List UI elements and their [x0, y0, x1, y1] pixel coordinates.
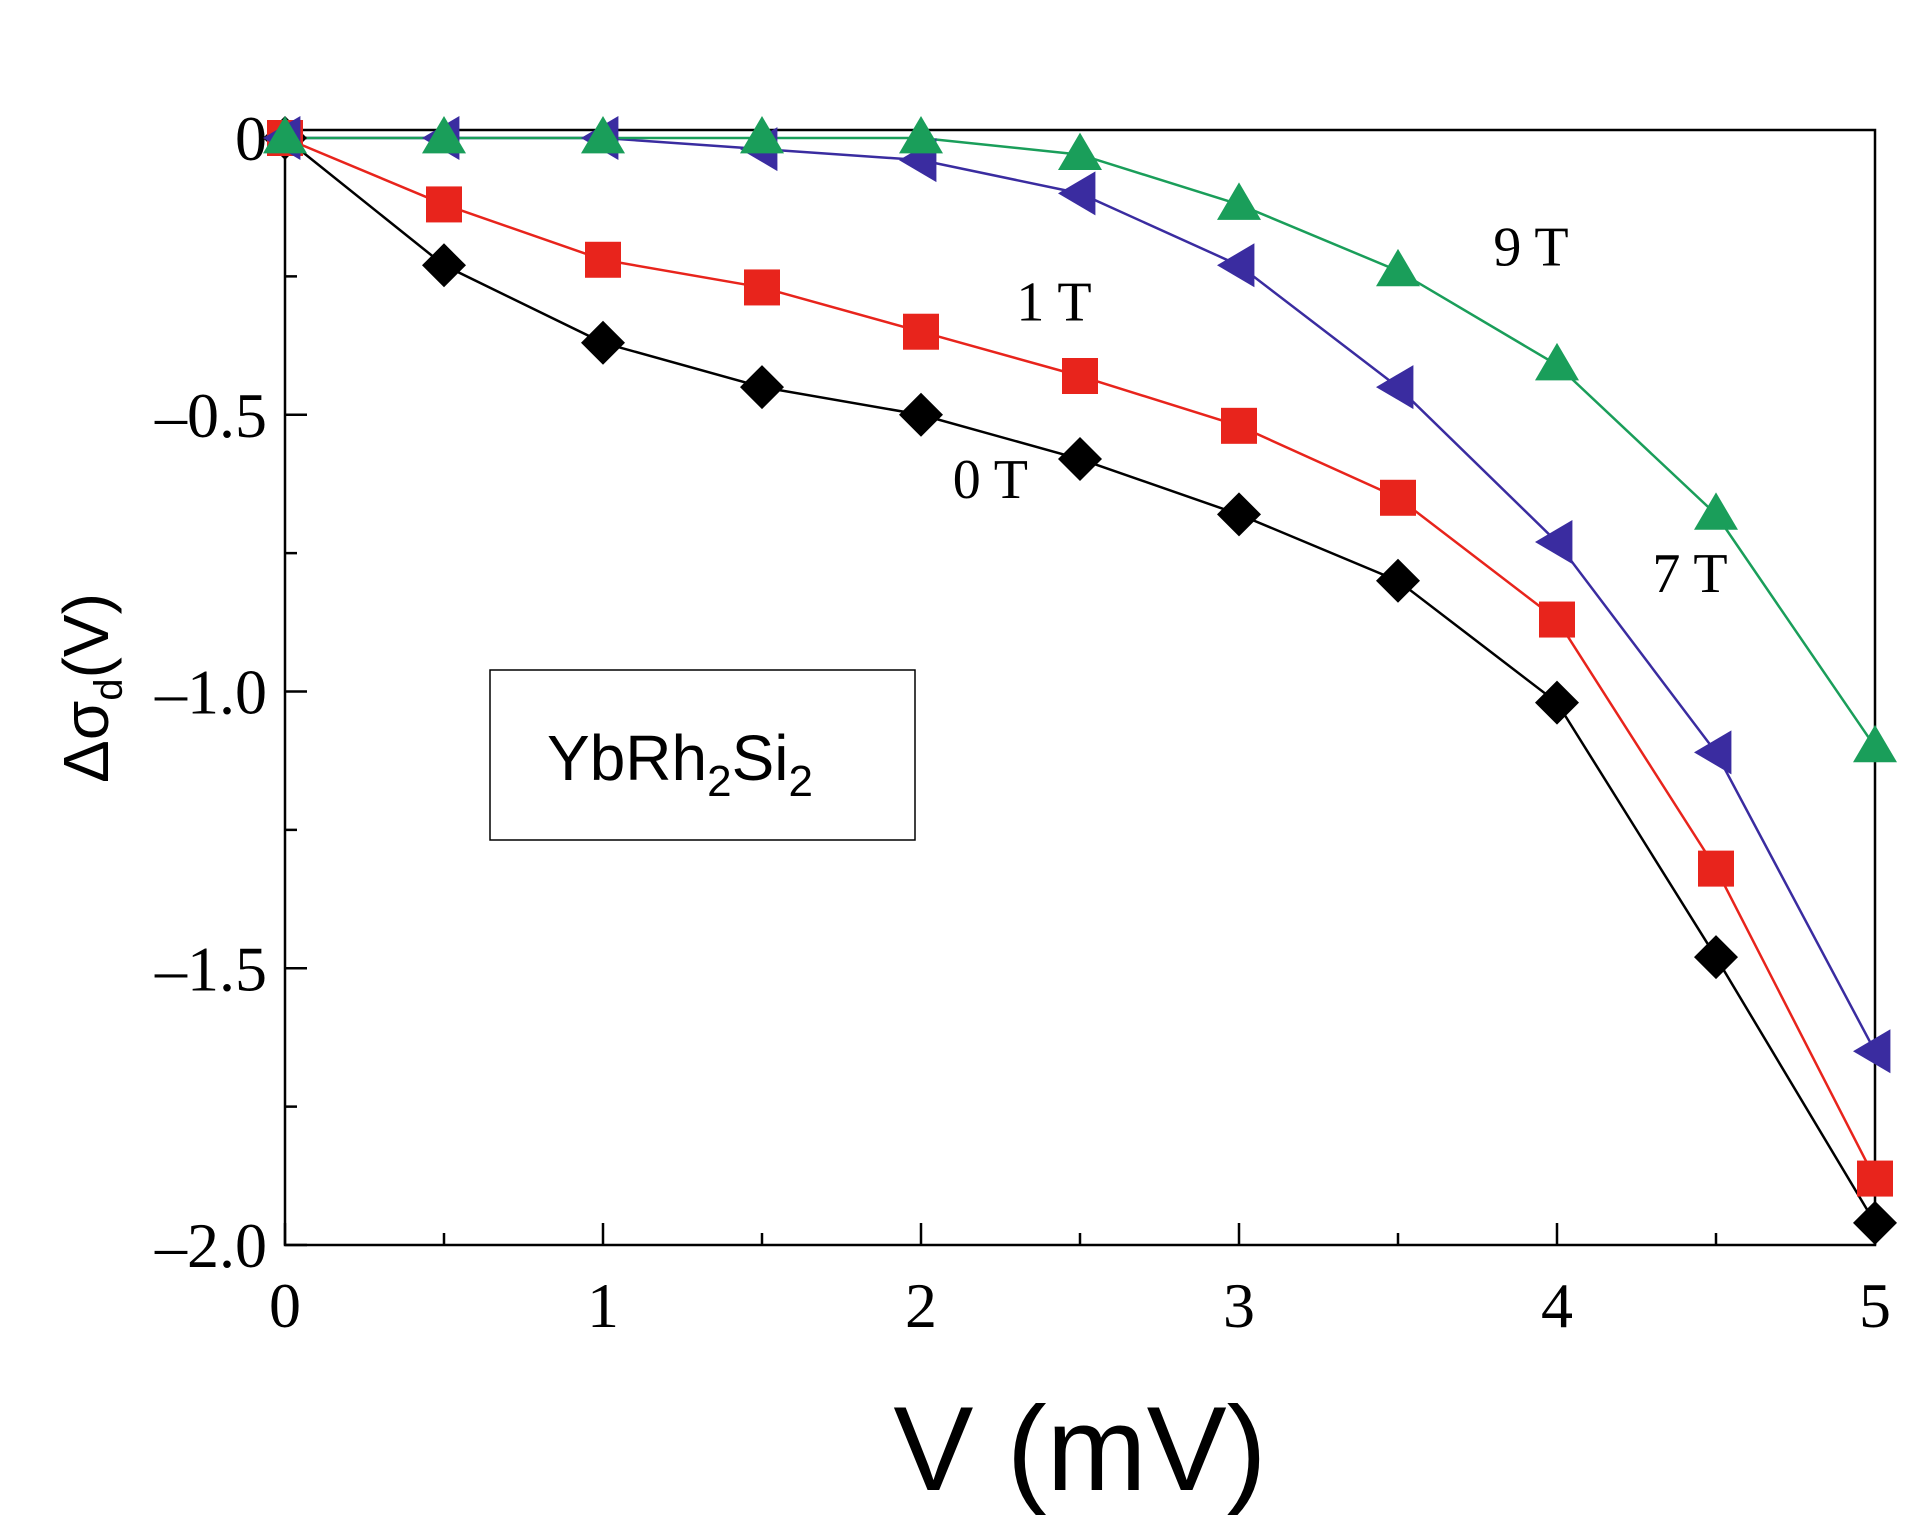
marker-7t-5 [1058, 171, 1096, 216]
x-tick-label-2: 2 [905, 1270, 937, 1341]
y-axis-title-suffix: (V) [50, 593, 122, 678]
marker-1t-6 [1221, 407, 1257, 444]
marker-1t-2 [585, 241, 621, 278]
marker-1t-1 [426, 186, 462, 223]
material-main: YbRh [547, 722, 707, 794]
series-label-7t: 7 T [1652, 543, 1727, 605]
marker-9t-4 [899, 116, 943, 154]
x-tick-label-0: 0 [269, 1270, 301, 1341]
marker-7t-7 [1376, 365, 1414, 410]
material-mid: Si [732, 722, 789, 794]
marker-0t-7 [1376, 558, 1420, 603]
x-axis-title: V (mV) [893, 1382, 1266, 1516]
marker-1t-3 [744, 269, 780, 306]
marker-1t-7 [1380, 479, 1416, 516]
marker-9t-6 [1217, 182, 1261, 220]
material-sub2: 2 [788, 757, 812, 806]
marker-9t-10 [1853, 724, 1897, 763]
marker-0t-4 [899, 392, 943, 437]
marker-1t-9 [1698, 850, 1734, 887]
series-markers [263, 116, 1897, 1245]
svg-text:YbRh2Si2: YbRh2Si2 [547, 722, 813, 806]
y-axis-title: Δσd(V) [50, 593, 131, 783]
material-sub1: 2 [707, 757, 731, 806]
series-label-0t: 0 T [953, 449, 1028, 511]
marker-1t-10 [1857, 1160, 1893, 1197]
marker-0t-9 [1694, 935, 1738, 980]
y-tick-label-0: 0 [235, 103, 267, 174]
material-box [489, 669, 916, 841]
marker-9t-3 [740, 116, 784, 154]
marker-1t-5 [1062, 358, 1098, 395]
series-label-1t: 1 T [1016, 272, 1091, 334]
marker-9t-1 [422, 116, 466, 154]
y-tick-label-2: –1.0 [154, 657, 267, 728]
x-tick-label-5: 5 [1859, 1270, 1891, 1341]
marker-7t-10 [1853, 1029, 1891, 1074]
marker-7t-9 [1694, 730, 1732, 775]
marker-0t-3 [740, 365, 784, 410]
marker-9t-0 [263, 116, 307, 154]
x-tick-label-4: 4 [1541, 1270, 1573, 1341]
marker-0t-8 [1535, 680, 1579, 725]
marker-9t-8 [1535, 342, 1579, 381]
marker-1t-4 [903, 313, 939, 350]
marker-7t-6 [1217, 243, 1255, 288]
marker-0t-10 [1853, 1200, 1897, 1245]
marker-1t-8 [1539, 601, 1575, 638]
series-labels: 0 T 1 T 7 T 9 T [953, 216, 1728, 605]
x-tick-label-3: 3 [1223, 1270, 1255, 1341]
marker-7t-8 [1535, 520, 1573, 565]
marker-0t-5 [1058, 437, 1102, 482]
marker-9t-2 [581, 116, 625, 154]
y-tick-label-1: –0.5 [154, 380, 267, 451]
y-tick-label-4: –2.0 [154, 1210, 267, 1281]
series-label-9t: 9 T [1493, 216, 1568, 278]
x-tick-label-1: 1 [587, 1270, 619, 1341]
marker-0t-2 [581, 320, 625, 365]
marker-0t-6 [1217, 492, 1261, 537]
marker-9t-9 [1694, 492, 1738, 530]
y-tick-label-3: –1.5 [154, 933, 267, 1004]
material-annotation: YbRh2Si2 [489, 669, 916, 841]
axis-ticks: 0 1 2 3 4 5 0 –0.5 –1.0 –1.5 –2.0 [154, 103, 1891, 1341]
y-axis-title-sub: d [87, 678, 131, 700]
y-axis-title-main: Δσ [50, 701, 122, 783]
marker-0t-1 [422, 243, 466, 288]
marker-9t-7 [1376, 248, 1420, 287]
marker-9t-5 [1058, 132, 1102, 171]
